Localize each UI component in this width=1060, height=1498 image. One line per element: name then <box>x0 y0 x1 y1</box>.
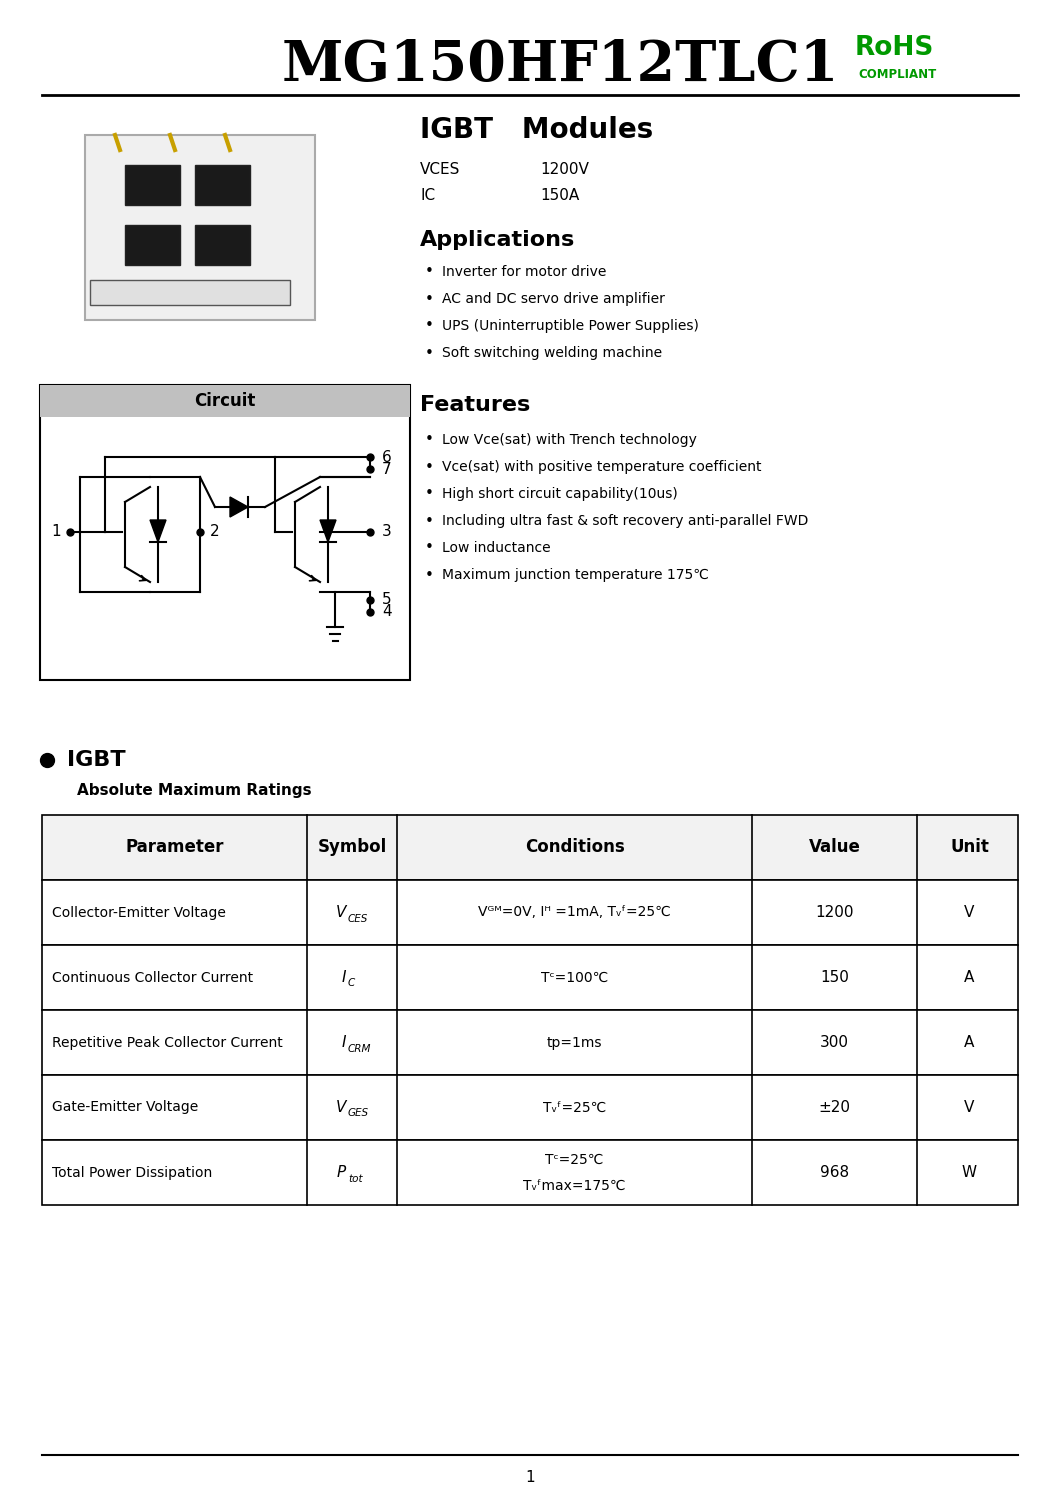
Text: High short circuit capability(10us): High short circuit capability(10us) <box>442 487 677 500</box>
Text: 4: 4 <box>382 605 391 620</box>
Text: Unit: Unit <box>950 839 989 857</box>
Bar <box>42 1140 1018 1204</box>
Text: V: V <box>336 1100 346 1115</box>
Text: Gate-Emitter Voltage: Gate-Emitter Voltage <box>52 1101 198 1115</box>
Text: 1: 1 <box>51 524 60 539</box>
Text: IC: IC <box>420 187 435 202</box>
Text: A: A <box>965 1035 975 1050</box>
Text: •: • <box>425 541 434 556</box>
Text: 2: 2 <box>210 524 219 539</box>
Text: V: V <box>965 1100 975 1115</box>
Text: GES: GES <box>348 1109 369 1119</box>
Text: 7: 7 <box>382 461 391 476</box>
Text: Absolute Maximum Ratings: Absolute Maximum Ratings <box>77 782 312 797</box>
Text: 3: 3 <box>382 524 392 539</box>
Text: •: • <box>425 319 434 334</box>
Polygon shape <box>151 520 166 542</box>
Polygon shape <box>230 497 248 517</box>
Bar <box>40 385 410 680</box>
Text: P: P <box>337 1165 346 1180</box>
Text: 300: 300 <box>820 1035 849 1050</box>
Text: •: • <box>425 433 434 448</box>
Bar <box>125 225 180 265</box>
Text: •: • <box>425 292 434 307</box>
Text: Continuous Collector Current: Continuous Collector Current <box>52 971 253 984</box>
Text: IGBT   Modules: IGBT Modules <box>420 115 653 144</box>
Text: Circuit: Circuit <box>194 392 255 410</box>
Text: Tᵥᶠmax=175℃: Tᵥᶠmax=175℃ <box>524 1179 625 1192</box>
Text: AC and DC servo drive amplifier: AC and DC servo drive amplifier <box>442 292 665 306</box>
Text: Low Vce(sat) with Trench technology: Low Vce(sat) with Trench technology <box>442 433 696 446</box>
Bar <box>40 105 400 370</box>
Text: Value: Value <box>809 839 861 857</box>
Text: Features: Features <box>420 395 530 415</box>
Text: V: V <box>336 905 346 920</box>
Bar <box>85 135 315 321</box>
Text: Tᶜ=25℃: Tᶜ=25℃ <box>545 1152 604 1167</box>
Text: Conditions: Conditions <box>525 839 624 857</box>
Text: Inverter for motor drive: Inverter for motor drive <box>442 265 606 279</box>
Text: Total Power Dissipation: Total Power Dissipation <box>52 1165 212 1179</box>
Text: •: • <box>425 514 434 529</box>
Text: IGBT: IGBT <box>67 750 126 770</box>
Bar <box>42 815 1018 879</box>
Bar <box>40 385 410 416</box>
Text: MG150HF12TLC1: MG150HF12TLC1 <box>281 37 838 93</box>
Text: Low inductance: Low inductance <box>442 541 550 554</box>
Text: •: • <box>425 568 434 583</box>
Text: 5: 5 <box>382 593 391 608</box>
Text: Parameter: Parameter <box>125 839 224 857</box>
Bar <box>90 280 290 306</box>
Text: I: I <box>341 971 346 986</box>
Text: 1200: 1200 <box>815 905 853 920</box>
Text: Tᶜ=100℃: Tᶜ=100℃ <box>541 971 608 984</box>
Bar <box>42 879 1018 945</box>
Text: Applications: Applications <box>420 231 576 250</box>
Text: 150A: 150A <box>540 187 579 202</box>
Bar <box>42 1010 1018 1076</box>
Text: •: • <box>425 460 434 475</box>
Text: 150: 150 <box>820 971 849 986</box>
Bar <box>195 225 250 265</box>
Text: C: C <box>348 978 355 989</box>
Bar <box>125 165 180 205</box>
Text: ±20: ±20 <box>818 1100 850 1115</box>
Text: CES: CES <box>348 914 369 923</box>
Text: •: • <box>425 487 434 502</box>
Text: W: W <box>961 1165 977 1180</box>
Text: I: I <box>341 1035 346 1050</box>
Bar <box>42 945 1018 1010</box>
Text: 1200V: 1200V <box>540 162 589 177</box>
Text: 6: 6 <box>382 449 392 464</box>
Text: Vce(sat) with positive temperature coefficient: Vce(sat) with positive temperature coeff… <box>442 460 761 473</box>
Text: •: • <box>425 346 434 361</box>
Text: 1: 1 <box>525 1470 535 1485</box>
Text: Vᴳᴹ=0V, Iᴴ =1mA, Tᵥᶠ=25℃: Vᴳᴹ=0V, Iᴴ =1mA, Tᵥᶠ=25℃ <box>478 905 671 920</box>
Text: Collector-Emitter Voltage: Collector-Emitter Voltage <box>52 905 226 920</box>
Text: V: V <box>965 905 975 920</box>
Text: COMPLIANT: COMPLIANT <box>858 69 936 81</box>
Text: Maximum junction temperature 175℃: Maximum junction temperature 175℃ <box>442 568 709 583</box>
Text: VCES: VCES <box>420 162 460 177</box>
Text: Including ultra fast & soft recovery anti-parallel FWD: Including ultra fast & soft recovery ant… <box>442 514 809 527</box>
Text: Tᵥᶠ=25℃: Tᵥᶠ=25℃ <box>543 1101 606 1115</box>
Text: CRM: CRM <box>348 1044 371 1053</box>
Text: Symbol: Symbol <box>317 839 387 857</box>
Text: A: A <box>965 971 975 986</box>
Text: Repetitive Peak Collector Current: Repetitive Peak Collector Current <box>52 1035 283 1050</box>
Text: 968: 968 <box>820 1165 849 1180</box>
Bar <box>42 1076 1018 1140</box>
Text: tot: tot <box>348 1173 363 1183</box>
Text: RoHS: RoHS <box>855 34 934 61</box>
Text: UPS (Uninterruptible Power Supplies): UPS (Uninterruptible Power Supplies) <box>442 319 699 333</box>
Text: tp=1ms: tp=1ms <box>547 1035 602 1050</box>
Polygon shape <box>320 520 336 542</box>
Text: Soft switching welding machine: Soft switching welding machine <box>442 346 662 360</box>
Bar <box>195 165 250 205</box>
Text: •: • <box>425 265 434 280</box>
